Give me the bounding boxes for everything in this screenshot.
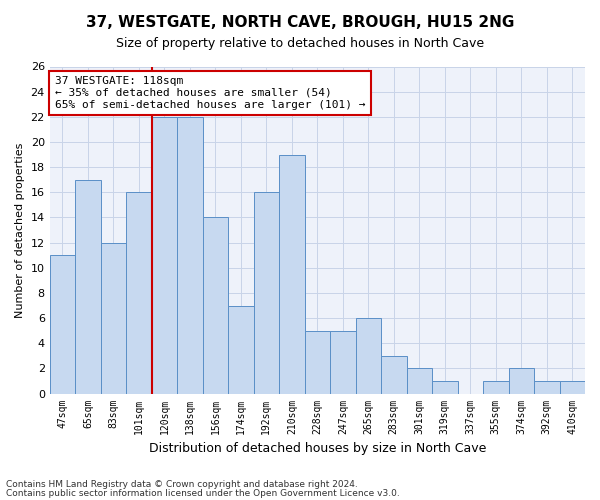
Text: Contains HM Land Registry data © Crown copyright and database right 2024.: Contains HM Land Registry data © Crown c… [6,480,358,489]
Bar [126,192,152,394]
Bar [101,242,126,394]
Bar [279,154,305,394]
Text: Contains public sector information licensed under the Open Government Licence v3: Contains public sector information licen… [6,490,400,498]
Bar [305,330,330,394]
Text: 37, WESTGATE, NORTH CAVE, BROUGH, HU15 2NG: 37, WESTGATE, NORTH CAVE, BROUGH, HU15 2… [86,15,514,30]
Bar [75,180,101,394]
Bar [483,381,509,394]
Bar [560,381,585,394]
Text: 37 WESTGATE: 118sqm
← 35% of detached houses are smaller (54)
65% of semi-detach: 37 WESTGATE: 118sqm ← 35% of detached ho… [55,76,365,110]
Bar [228,306,254,394]
Bar [50,255,75,394]
Bar [203,218,228,394]
Bar [432,381,458,394]
Bar [330,330,356,394]
Bar [177,117,203,394]
Bar [534,381,560,394]
Y-axis label: Number of detached properties: Number of detached properties [15,142,25,318]
Bar [254,192,279,394]
Text: Size of property relative to detached houses in North Cave: Size of property relative to detached ho… [116,38,484,51]
Bar [152,117,177,394]
Bar [356,318,381,394]
Bar [509,368,534,394]
Bar [381,356,407,394]
Bar [407,368,432,394]
X-axis label: Distribution of detached houses by size in North Cave: Distribution of detached houses by size … [149,442,486,455]
